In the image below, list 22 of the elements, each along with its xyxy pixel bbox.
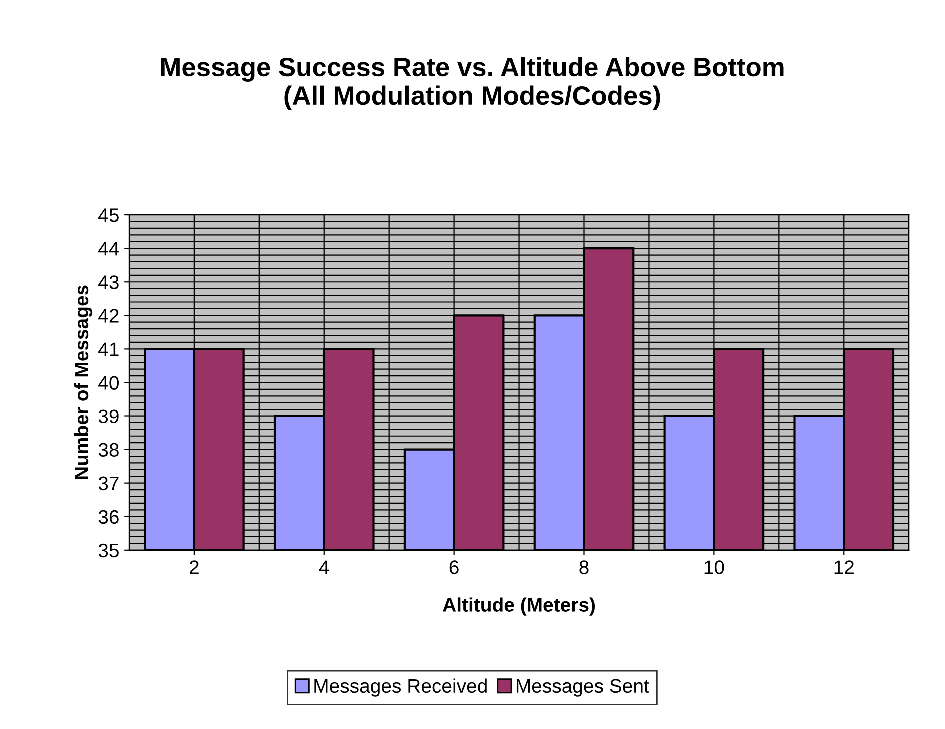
y-axis-title: Number of Messages	[74, 286, 93, 480]
y-tick-label: 44	[98, 242, 120, 256]
y-tick-label: 42	[98, 309, 119, 323]
y-tick-label: 40	[98, 376, 119, 390]
legend-label: Messages Sent	[516, 679, 650, 697]
y-tick-label: 37	[98, 476, 119, 491]
x-tick-label: 6	[450, 560, 459, 574]
y-tick-label: 41	[98, 342, 119, 356]
x-tick-label: 12	[834, 560, 854, 574]
y-tick-label: 39	[98, 410, 119, 424]
y-tick-label: 38	[98, 443, 119, 458]
legend-label: Messages Received	[314, 678, 487, 697]
x-tick-label: 10	[704, 560, 724, 574]
y-tick-label: 43	[98, 276, 119, 290]
x-axis-title: Altitude (Meters)	[443, 598, 596, 616]
x-tick-label: 2	[190, 560, 199, 574]
y-tick-label: 36	[98, 510, 119, 524]
chart-title: Message Success Rate vs. Altitude Above Bottom (All Modulation Modes/Codes)	[161, 57, 784, 110]
x-tick-label: 4	[319, 560, 330, 574]
x-tick-label: 8	[580, 560, 589, 574]
y-tick-label: 35	[98, 544, 119, 558]
y-tick-label: 45	[98, 208, 119, 222]
